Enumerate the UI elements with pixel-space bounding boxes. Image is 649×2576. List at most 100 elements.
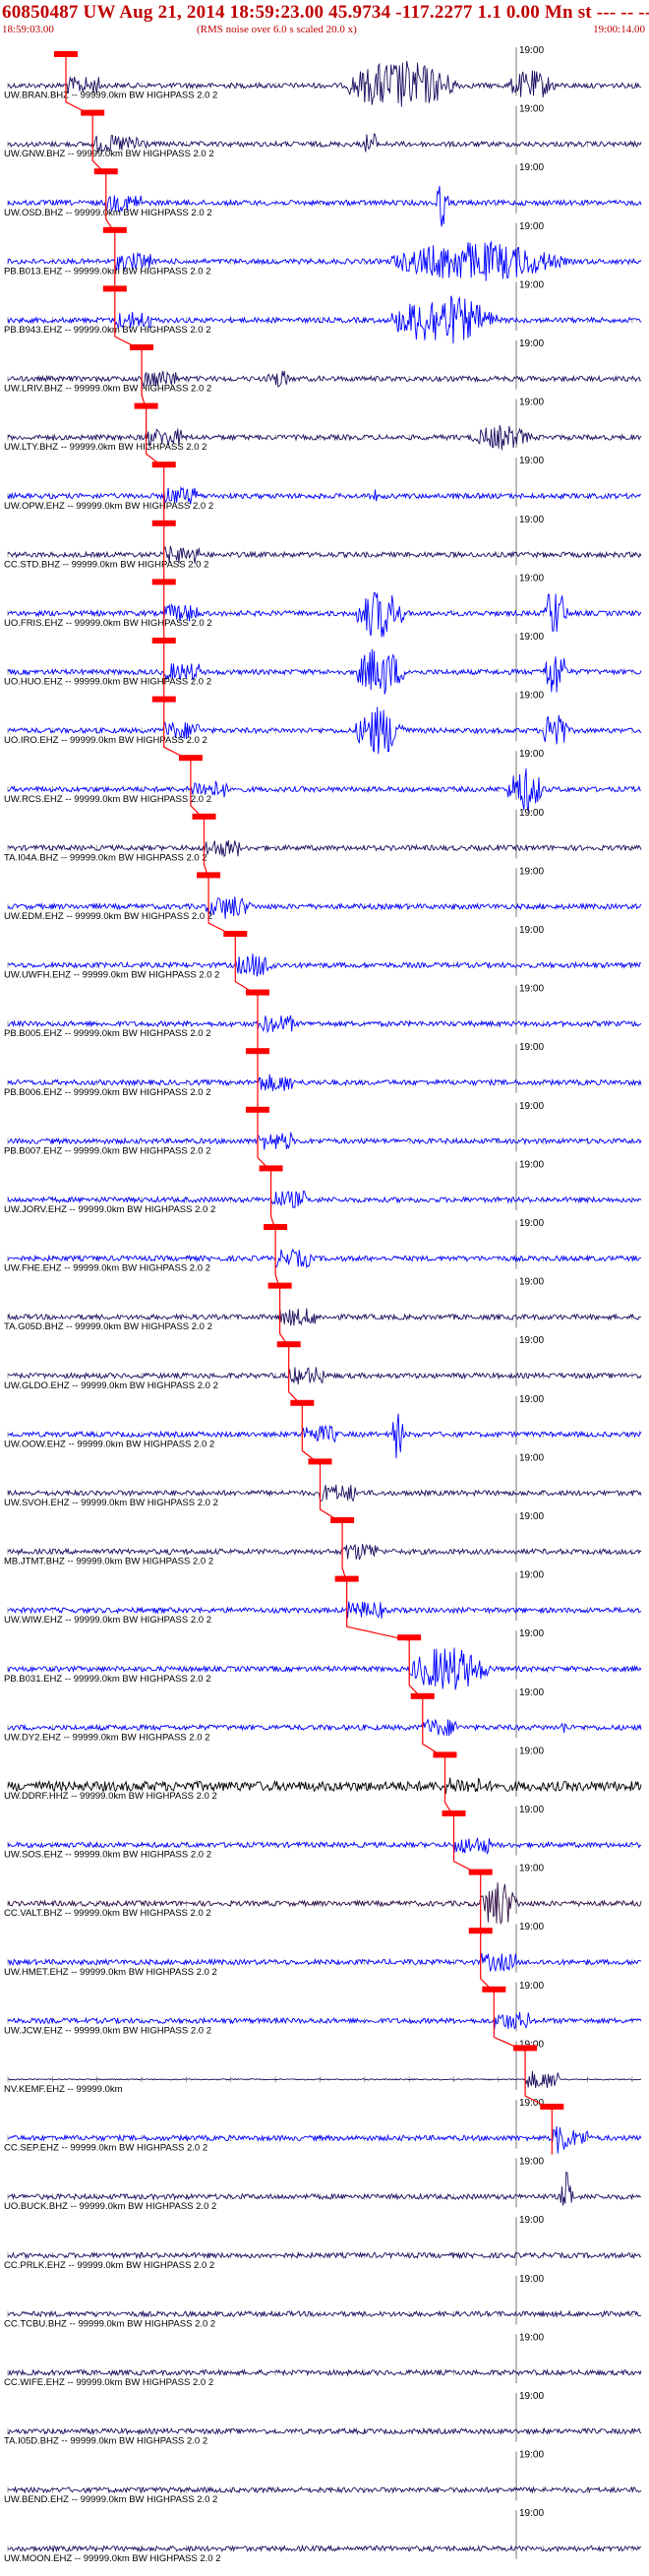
trace-row: 19:00 UW.BRAN.BHZ -- 99999.0km BW HIGHPAS…	[4, 45, 642, 107]
minute-label: 19:00	[519, 2274, 544, 2285]
minute-label: 19:00	[519, 1922, 544, 1932]
waveform	[7, 1601, 642, 1619]
trace-row: 19:00 TA.G05D.BHZ -- 99999.0km BW HIGHPAS…	[4, 1277, 642, 1332]
minute-label: 19:00	[519, 338, 544, 349]
waveform	[7, 1543, 642, 1561]
start-time: 18:59:03.00	[2, 24, 54, 35]
station-label: PB.B007.EHZ -- 99999.0km BW HIGHPASS 2.0…	[4, 1145, 211, 1156]
trace-row: 19:00 UW.OOW.EHZ -- 99999.0km BW HIGHPASS…	[4, 1394, 642, 1459]
trace-row: 19:00 PB.B006.EHZ -- 99999.0km BW HIGHPAS…	[4, 1042, 642, 1098]
minute-label: 19:00	[519, 925, 544, 936]
waveform	[8, 2171, 642, 2206]
trace-row: 19:00 UW.LTY.BHZ -- 99999.0km BW HIGHPASS…	[4, 398, 642, 453]
waveform	[7, 1647, 642, 1690]
trace-row: 19:00 PB.B005.EHZ -- 99999.0km BW HIGHPAS…	[4, 984, 642, 1039]
trace-row: 19:00 UW.BEND.EHZ -- 99999.0km BW HIGHPAS…	[4, 2450, 642, 2505]
rms-note: (RMS noise over 6.0 s scaled 20.0 x)	[197, 24, 357, 35]
waveform	[7, 953, 642, 977]
waveform	[7, 591, 642, 638]
trace-row: 19:00 UW.DY2.EHZ -- 99999.0km BW HIGHPASS…	[4, 1687, 642, 1743]
station-label: UO.IRO.EHZ -- 99999.0km BW HIGHPASS 2.0 …	[4, 735, 207, 746]
station-label: UW.DY2.EHZ -- 99999.0km BW HIGHPASS 2.0 …	[4, 1732, 209, 1743]
waveform	[7, 1367, 642, 1385]
trace-row: 19:00 UW.WIW.EHZ -- 99999.0km BW HIGHPASS…	[4, 1570, 642, 1625]
minute-label: 19:00	[519, 1335, 544, 1346]
pick-marker	[81, 109, 105, 116]
trace-row: 19:00 UO.FRIS.EHZ -- 99999.0km BW HIGHPAS…	[4, 573, 642, 638]
trace-row: 19:00 UO.HUO.EHZ -- 99999.0km BW HIGHPASS…	[4, 632, 642, 695]
station-label: NV.KEMF.EHZ -- 99999.0km	[4, 2084, 123, 2095]
waveform	[7, 545, 642, 564]
trace-row: 19:00 UW.GLDO.EHZ -- 99999.0km BW HIGHPAS…	[4, 1335, 642, 1391]
station-label: PB.B006.EHZ -- 99999.0km BW HIGHPASS 2.0…	[4, 1087, 211, 1098]
pick-marker	[197, 872, 221, 879]
trace-row: 19:00 NV.KEMF.EHZ -- 99999.0km	[4, 2039, 642, 2095]
minute-label: 19:00	[519, 1042, 544, 1053]
trace-row: 19:00 PB.B943.EHZ -- 99999.0km BW HIGHPAS…	[4, 279, 642, 344]
minute-label: 19:00	[519, 2391, 544, 2402]
trace-row: 19:00 UW.JCW.EHZ -- 99999.0km BW HIGHPASS…	[4, 1981, 642, 2036]
station-label: PB.B943.EHZ -- 99999.0km BW HIGHPASS 2.0…	[4, 325, 211, 336]
station-label: UW.DDRF.HHZ -- 99999.0km BW HIGHPASS 2.0…	[4, 1791, 217, 1802]
trace-row: 19:00 CC.WIFE.EHZ -- 99999.0km BW HIGHPAS…	[4, 2332, 642, 2388]
station-label: UW.LTY.BHZ -- 99999.0km BW HIGHPASS 2.0 …	[4, 442, 206, 453]
trace-row: 19:00 UW.FHE.EHZ -- 99999.0km BW HIGHPASS…	[4, 1218, 642, 1274]
waveform	[7, 1413, 642, 1459]
trace-row: 19:00 UW.SOS.EHZ -- 99999.0km BW HIGHPASS…	[4, 1805, 642, 1861]
station-label: CC.WIFE.EHZ -- 99999.0km BW HIGHPASS 2.0…	[4, 2377, 213, 2388]
trace-row: 19:00 UW.SVOH.EHZ -- 99999.0km BW HIGHPAS…	[4, 1452, 642, 1508]
pick-marker	[513, 2045, 538, 2052]
minute-label: 19:00	[519, 1805, 544, 1815]
pick-marker	[397, 1634, 422, 1641]
minute-label: 19:00	[519, 162, 544, 173]
minute-label: 19:00	[519, 1218, 544, 1229]
pick-marker	[223, 931, 248, 937]
minute-label: 19:00	[519, 221, 544, 232]
waveform	[7, 839, 642, 858]
trace-row: 19:00 UW.JORV.EHZ -- 99999.0km BW HIGHPAS…	[4, 1159, 642, 1215]
trace-row: 19:00 UW.HMET.EHZ -- 99999.0km BW HIGHPAS…	[4, 1922, 642, 1978]
minute-label: 19:00	[519, 2450, 544, 2461]
end-time: 19:00:14.00	[593, 24, 645, 35]
minute-label: 19:00	[519, 1394, 544, 1405]
trace-row: 19:00 UW.LRIV.BHZ -- 99999.0km BW HIGHPAS…	[4, 338, 642, 395]
minute-label: 19:00	[519, 632, 544, 643]
waveform	[7, 706, 642, 755]
pick-marker	[102, 226, 127, 233]
minute-label: 19:00	[519, 2039, 544, 2050]
trace-row: 19:00 CC.TCBU.BHZ -- 99999.0km BW HIGHPAS…	[4, 2274, 642, 2329]
station-label: TA.I05D.BHZ -- 99999.0km BW HIGHPASS 2.0…	[4, 2436, 207, 2447]
trace-row: 19:00 CC.PRLK.EHZ -- 99999.0km BW HIGHPAS…	[4, 2215, 642, 2271]
trace-row: 19:00 PB.B007.EHZ -- 99999.0km BW HIGHPAS…	[4, 1101, 642, 1156]
pick-marker	[468, 1869, 493, 1875]
minute-label: 19:00	[519, 1746, 544, 1756]
waveform	[7, 2426, 642, 2436]
station-label: TA.I04A.BHZ -- 99999.0km BW HIGHPASS 2.0…	[4, 852, 207, 863]
station-label: UW.BRAN.BHZ -- 99999.0km BW HIGHPASS 2.0…	[4, 91, 217, 101]
trace-row: 19:00 PB.B013.EHZ -- 99999.0km BW HIGHPAS…	[4, 221, 642, 281]
pick-marker	[134, 402, 158, 409]
trace-row: 19:00 CC.SEP.EHZ -- 99999.0km BW HIGHPASS…	[4, 2098, 642, 2154]
minute-label: 19:00	[519, 1159, 544, 1170]
pick-marker	[442, 1810, 466, 1816]
station-label: PB.B005.EHZ -- 99999.0km BW HIGHPASS 2.0…	[4, 1028, 211, 1039]
record-header: 60850487 UW Aug 21, 2014 18:59:23.00 45.…	[0, 0, 649, 43]
waveform	[7, 2368, 642, 2377]
waveform	[7, 1308, 642, 1326]
minute-label: 19:00	[519, 2098, 544, 2109]
pick-moveout-line	[65, 57, 553, 2155]
waveform	[7, 185, 642, 227]
station-label: UW.GNW.BHZ -- 99999.0km BW HIGHPASS 2.0 …	[4, 149, 214, 159]
pick-marker	[276, 1341, 301, 1348]
station-label: UW.WIW.EHZ -- 99999.0km BW HIGHPASS 2.0 …	[4, 1615, 211, 1625]
station-label: UW.JCW.EHZ -- 99999.0km BW HIGHPASS 2.0 …	[4, 2025, 211, 2036]
trace-row: 19:00 UW.UWFH.EHZ -- 99999.0km BW HIGHPAS…	[4, 925, 642, 981]
waveform	[7, 1953, 642, 1973]
waveform	[7, 1484, 642, 1503]
pick-marker	[433, 1751, 457, 1758]
station-label: CC.STD.BHZ -- 99999.0km BW HIGHPASS 2.0 …	[4, 559, 208, 570]
station-label: CC.TCBU.BHZ -- 99999.0km BW HIGHPASS 2.0…	[4, 2318, 215, 2329]
seismogram-plot: 19:00 UW.BRAN.BHZ -- 99999.0km BW HIGHPAS…	[4, 45, 642, 2564]
waveform	[7, 1131, 642, 1150]
waveform	[7, 2250, 642, 2260]
